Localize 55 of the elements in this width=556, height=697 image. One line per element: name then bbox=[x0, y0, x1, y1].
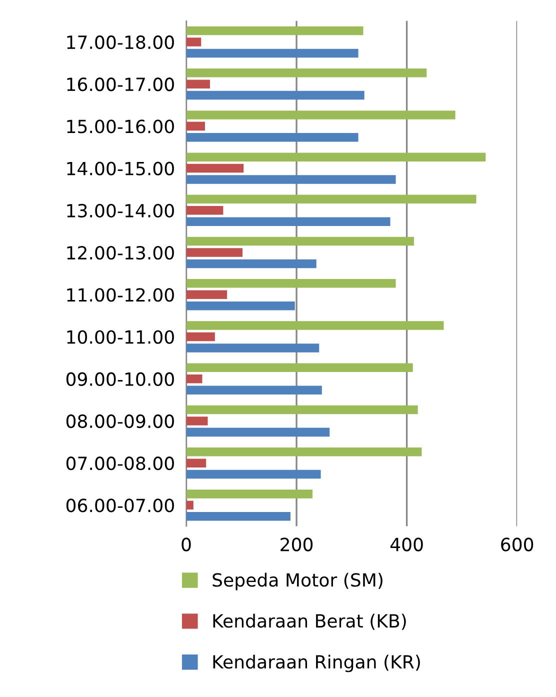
y-tick-label: 09.00-10.00 bbox=[66, 372, 174, 386]
bar bbox=[186, 470, 321, 479]
bar bbox=[186, 248, 242, 257]
bar bbox=[186, 68, 427, 78]
bar bbox=[186, 386, 322, 394]
y-tick-label: 17.00-18.00 bbox=[67, 35, 174, 50]
bar bbox=[186, 133, 358, 142]
bar bbox=[186, 236, 414, 246]
legend-label: Kendaraan Berat (KB) bbox=[213, 614, 406, 630]
bar bbox=[186, 512, 290, 521]
bar bbox=[186, 428, 330, 437]
bar bbox=[186, 279, 396, 288]
x-tick-label: 600 bbox=[501, 538, 534, 552]
bar bbox=[186, 344, 320, 352]
bar bbox=[186, 405, 418, 414]
y-tick-label: 13.00-14.00 bbox=[67, 204, 174, 218]
bar bbox=[186, 301, 295, 310]
bar bbox=[186, 38, 202, 46]
bar bbox=[186, 194, 476, 204]
bar bbox=[186, 48, 358, 58]
bar bbox=[186, 458, 206, 468]
bar bbox=[186, 217, 390, 226]
x-tick-label: 200 bbox=[280, 538, 313, 552]
y-tick-label: 08.00-09.00 bbox=[66, 414, 174, 428]
bar bbox=[186, 447, 422, 456]
bar bbox=[186, 90, 364, 100]
bar bbox=[186, 206, 224, 215]
bar bbox=[186, 259, 316, 268]
bar bbox=[186, 363, 413, 372]
bar bbox=[186, 321, 444, 330]
y-tick-label: 14.00-15.00 bbox=[67, 162, 174, 176]
bar bbox=[186, 152, 486, 162]
y-tick-label: 06.00-07.00 bbox=[66, 498, 174, 512]
y-tick-label: 16.00-17.00 bbox=[67, 78, 174, 92]
bar bbox=[186, 80, 210, 88]
y-tick-label: 11.00-12.00 bbox=[67, 288, 174, 302]
y-tick-label: 07.00-08.00 bbox=[66, 456, 174, 470]
bar bbox=[186, 416, 208, 426]
bar bbox=[186, 290, 228, 300]
bar bbox=[186, 374, 202, 384]
y-tick-label: 12.00-13.00 bbox=[67, 246, 174, 260]
bar bbox=[186, 164, 244, 173]
legend-label: Kendaraan Ringan (KR) bbox=[213, 654, 420, 672]
bar bbox=[186, 500, 194, 510]
bar bbox=[186, 26, 364, 36]
bar bbox=[186, 110, 456, 120]
bar bbox=[186, 332, 215, 342]
bar bbox=[186, 122, 206, 131]
x-tick-label: 0 bbox=[182, 538, 191, 552]
y-tick-label: 15.00-16.00 bbox=[67, 120, 174, 134]
legend-label: Sepeda Motor (SM) bbox=[212, 572, 382, 590]
x-tick-label: 400 bbox=[390, 538, 423, 552]
bar bbox=[186, 175, 396, 184]
bar bbox=[186, 490, 313, 498]
y-tick-label: 10.00-11.00 bbox=[67, 330, 174, 344]
